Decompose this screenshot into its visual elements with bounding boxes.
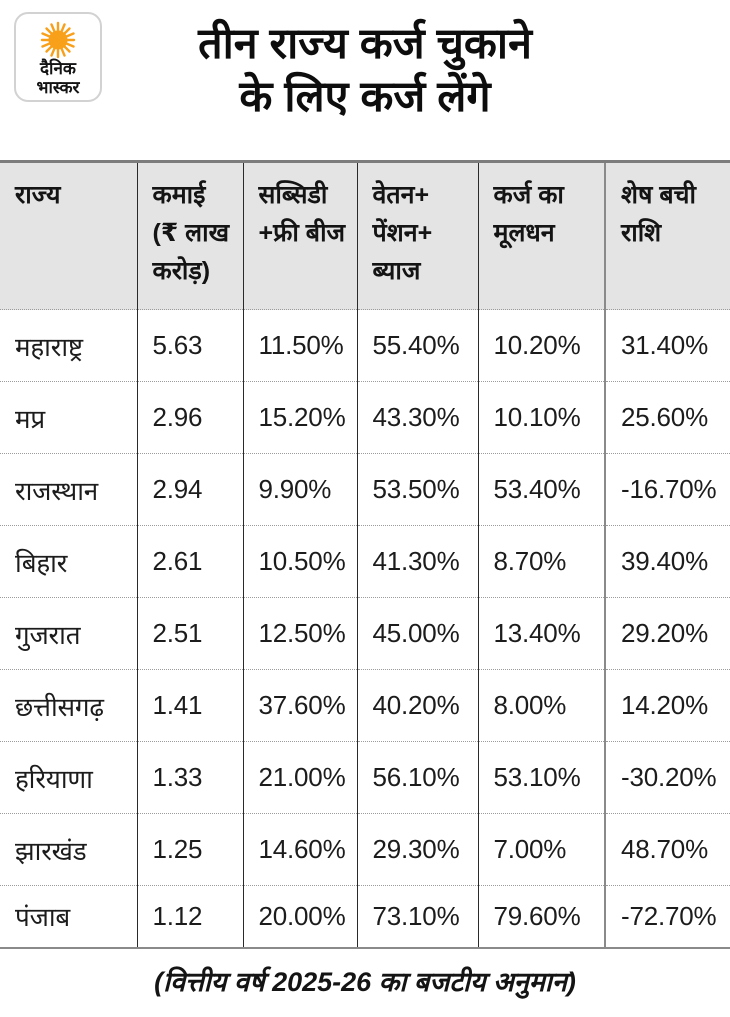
state-name-cell: महाराष्ट्र xyxy=(0,309,138,382)
value-cell: 5.63 xyxy=(137,309,244,382)
value-cell: 10.20% xyxy=(478,309,606,382)
value-cell: 2.51 xyxy=(137,597,244,670)
value-cell: 45.00% xyxy=(357,597,479,670)
value-cell: 31.40% xyxy=(621,330,708,360)
value-cell: 79.60% xyxy=(478,885,606,948)
page-title: तीन राज्य कर्ज चुकाने के लिए कर्ज लेंगे xyxy=(198,20,532,121)
logo-line-1: दैनिक xyxy=(40,59,76,78)
state-name-cell: छत्तीसगढ़ xyxy=(0,669,138,742)
value-cell: 14.60% xyxy=(243,813,358,886)
table-row: छत्तीसगढ़ 1.41 37.60% 40.20% 8.00% 14.20% xyxy=(0,669,730,742)
value-cell: -16.70% xyxy=(621,474,717,504)
state-name-cell: राजस्थान xyxy=(0,453,138,526)
table-row: पंजाब 1.12 20.00% 73.10% 79.60% -72.70% xyxy=(0,885,730,948)
value-cell: -30.20% xyxy=(621,762,717,792)
column-header-subsidy: सब्सिडी +फ्री बीज xyxy=(243,161,358,310)
value-cell: 11.50% xyxy=(243,309,358,382)
table-row: मप्र 2.96 15.20% 43.30% 10.10% 25.60% xyxy=(0,381,730,454)
value-cell: 53.50% xyxy=(357,453,479,526)
header-row: राज्य कमाई (₹ लाख करोड़) सब्सिडी +फ्री ब… xyxy=(0,161,730,310)
value-cell: 14.20% xyxy=(621,690,708,720)
value-cell: 43.30% xyxy=(357,381,479,454)
column-header-state: राज्य xyxy=(0,161,138,310)
column-header-salary-pension-interest: वेतन+ पेंशन+ ब्याज xyxy=(357,161,479,310)
value-cell: 29.20% xyxy=(621,618,708,648)
value-cell: 2.94 xyxy=(137,453,244,526)
value-cell: 20.00% xyxy=(243,885,358,948)
footnote: (वित्तीय वर्ष 2025-26 का बजटीय अनुमान) xyxy=(154,966,576,997)
value-cell: 48.70% xyxy=(621,834,708,864)
value-cell: 40.20% xyxy=(357,669,479,742)
value-cell: 56.10% xyxy=(357,741,479,814)
table-row: महाराष्ट्र 5.63 11.50% 55.40% 10.20% 31.40% xyxy=(0,309,730,382)
logo-wordmark: दैनिक भास्कर xyxy=(37,59,80,97)
value-cell: 29.30% xyxy=(357,813,479,886)
value-cell: 53.10% xyxy=(478,741,606,814)
value-cell: 1.25 xyxy=(137,813,244,886)
value-cell: 10.50% xyxy=(243,525,358,598)
value-cell: 12.50% xyxy=(243,597,358,670)
table-row: झारखंड 1.25 14.60% 29.30% 7.00% 48.70% xyxy=(0,813,730,886)
column-header-remaining-amount: शेष बची राशि xyxy=(605,161,730,310)
value-cell: 9.90% xyxy=(243,453,358,526)
state-name-cell: बिहार xyxy=(0,525,138,598)
state-name-cell: गुजरात xyxy=(0,597,138,670)
value-cell: 1.12 xyxy=(137,885,244,948)
value-cell: 2.61 xyxy=(137,525,244,598)
states-debt-table: राज्य कमाई (₹ लाख करोड़) सब्सिडी +फ्री ब… xyxy=(0,160,730,949)
table-row: बिहार 2.61 10.50% 41.30% 8.70% 39.40% xyxy=(0,525,730,598)
value-cell: 1.33 xyxy=(137,741,244,814)
state-name-cell: झारखंड xyxy=(0,813,138,886)
table-row: राजस्थान 2.94 9.90% 53.50% 53.40% -16.70% xyxy=(0,453,730,526)
sun-icon xyxy=(40,21,76,59)
table-row: हरियाणा 1.33 21.00% 56.10% 53.10% -30.20% xyxy=(0,741,730,814)
value-cell: 21.00% xyxy=(243,741,358,814)
table-header: राज्य कमाई (₹ लाख करोड़) सब्सिडी +फ्री ब… xyxy=(0,161,730,310)
value-cell: 55.40% xyxy=(357,309,479,382)
value-cell: 25.60% xyxy=(621,402,708,432)
dainik-bhaskar-logo: दैनिक भास्कर xyxy=(14,12,102,102)
value-cell: 7.00% xyxy=(478,813,606,886)
value-cell: 39.40% xyxy=(621,546,708,576)
value-cell: 53.40% xyxy=(478,453,606,526)
logo-line-2: भास्कर xyxy=(36,78,80,97)
masthead: दैनिक भास्कर तीन राज्य कर्ज चुकाने के लि… xyxy=(0,0,730,160)
value-cell: 8.70% xyxy=(478,525,606,598)
value-cell: 73.10% xyxy=(357,885,479,948)
value-cell: 1.41 xyxy=(137,669,244,742)
value-cell: 2.96 xyxy=(137,381,244,454)
value-cell: 15.20% xyxy=(243,381,358,454)
value-cell: 41.30% xyxy=(357,525,479,598)
state-name-cell: पंजाब xyxy=(0,885,138,948)
value-cell: 37.60% xyxy=(243,669,358,742)
state-name-cell: हरियाणा xyxy=(0,741,138,814)
value-cell: 13.40% xyxy=(478,597,606,670)
value-cell: 8.00% xyxy=(478,669,606,742)
value-cell: -72.70% xyxy=(621,900,717,931)
state-name-cell: मप्र xyxy=(0,381,138,454)
table-body: महाराष्ट्र 5.63 11.50% 55.40% 10.20% 31.40% मप… xyxy=(0,309,730,948)
column-header-loan-principal: कर्ज का मूलधन xyxy=(478,161,606,310)
column-header-earnings: कमाई (₹ लाख करोड़) xyxy=(137,161,244,310)
value-cell: 10.10% xyxy=(478,381,606,454)
table-row: गुजरात 2.51 12.50% 45.00% 13.40% 29.20% xyxy=(0,597,730,670)
